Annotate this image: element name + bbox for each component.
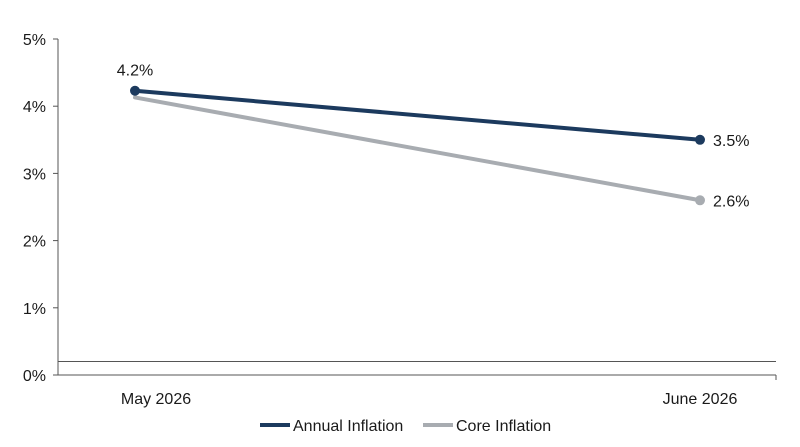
data-point xyxy=(695,134,705,145)
x-axis: May 2026 June 2026 xyxy=(58,361,777,408)
data-label: 4.2% xyxy=(117,63,153,80)
y-tick-label: 0% xyxy=(23,368,46,385)
y-tick-label: 1% xyxy=(23,301,46,318)
data-point xyxy=(695,195,705,206)
data-label: 3.5% xyxy=(713,133,749,150)
y-tick-label: 3% xyxy=(23,166,46,183)
legend-label: Annual Inflation xyxy=(293,418,403,435)
data-point xyxy=(130,85,140,96)
series-layer: 2.6% 4.2% 3.5% xyxy=(117,63,750,211)
legend: Annual Inflation Core Inflation xyxy=(260,418,551,435)
series-line-1 xyxy=(133,95,702,203)
y-tick-label: 2% xyxy=(23,234,46,251)
series-line-0 xyxy=(133,88,702,142)
data-label: 2.6% xyxy=(713,193,749,210)
y-tick-label: 4% xyxy=(23,99,46,116)
legend-label: Core Inflation xyxy=(456,418,551,435)
x-tick-label: June 2026 xyxy=(663,391,738,408)
y-tick-label: 5% xyxy=(23,32,46,49)
x-tick-label: May 2026 xyxy=(121,391,191,408)
y-axis: 0% 1% 2% 3% 4% 5% xyxy=(23,32,59,385)
